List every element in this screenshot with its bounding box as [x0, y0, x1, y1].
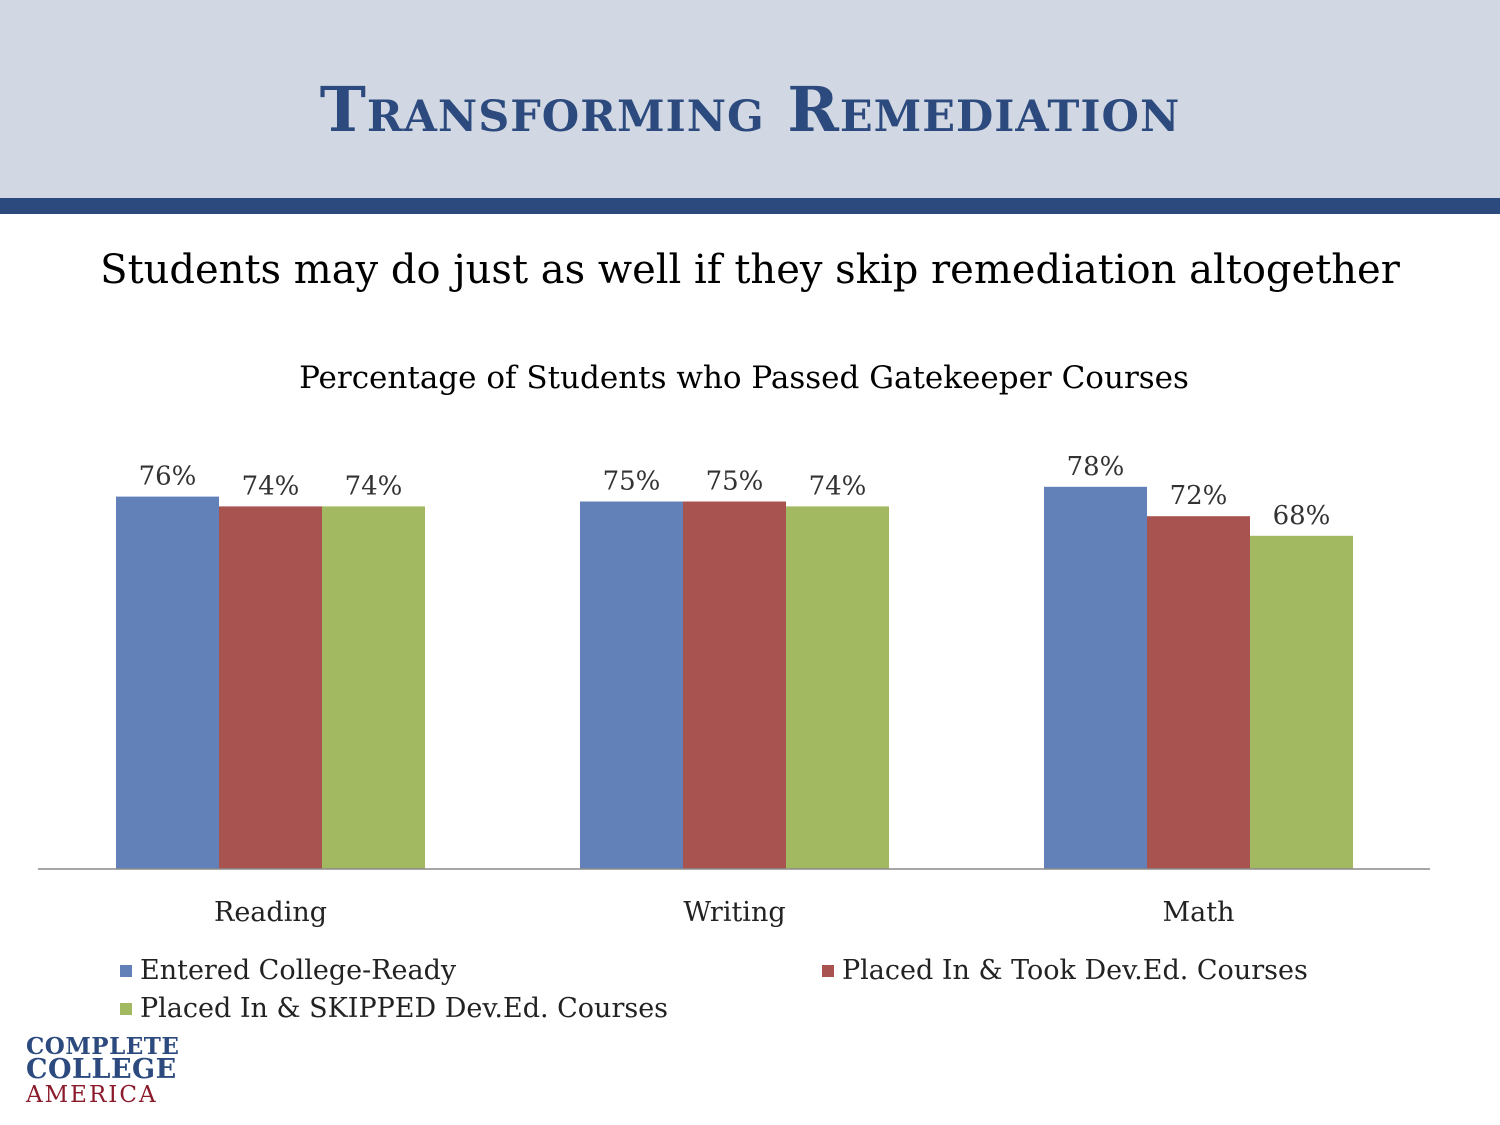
bar	[1147, 516, 1250, 869]
legend-swatch	[120, 1002, 132, 1015]
bar	[1250, 535, 1353, 869]
data-label: 74%	[345, 471, 403, 501]
bar	[1044, 486, 1147, 869]
bar	[786, 506, 889, 869]
legend-label: Entered College-Ready	[140, 955, 457, 986]
legend-label: Placed In & Took Dev.Ed. Courses	[842, 955, 1308, 986]
bar	[580, 501, 683, 869]
x-tick-label: Writing	[683, 897, 785, 928]
bar	[683, 501, 786, 869]
data-label: 72%	[1170, 481, 1228, 511]
bar	[219, 506, 322, 869]
data-label: 74%	[809, 471, 867, 501]
slide-subtitle: Students may do just as well if they ski…	[100, 247, 1400, 293]
bar	[322, 506, 425, 869]
chart-canvas: Percentage of Students who Passed Gateke…	[38, 360, 1430, 928]
legend-label: Placed In & SKIPPED Dev.Ed. Courses	[140, 993, 669, 1024]
data-label: 76%	[139, 462, 197, 492]
legend-item-placed-skipped-dev-ed: Placed In & SKIPPED Dev.Ed. Courses	[120, 993, 668, 1024]
complete-college-america-logo: COMPLETE COLLEGE AMERICA	[26, 1033, 226, 1116]
slide-title: Transforming Remediation	[319, 73, 1181, 146]
logo-line-2: COLLEGE	[26, 1054, 177, 1085]
data-label: 74%	[242, 471, 300, 501]
chart-title: Percentage of Students who Passed Gateke…	[299, 360, 1189, 396]
x-tick-label: Reading	[214, 897, 327, 928]
bar-chart: Percentage of Students who Passed Gateke…	[0, 340, 1500, 1040]
bar	[116, 496, 219, 869]
data-label: 75%	[603, 467, 661, 497]
slide-header	[0, 0, 1500, 198]
chart-legend: Entered College-Ready Placed In & Took D…	[120, 955, 1420, 1035]
data-label: 68%	[1273, 501, 1331, 531]
legend-swatch	[822, 964, 834, 977]
legend-swatch	[120, 964, 132, 977]
x-tick-label: Math	[1163, 897, 1235, 928]
logo-line-3: AMERICA	[26, 1082, 158, 1108]
legend-item-placed-took-dev-ed: Placed In & Took Dev.Ed. Courses	[822, 955, 1308, 986]
data-label: 75%	[706, 467, 764, 497]
logo-line-1: COMPLETE	[26, 1033, 180, 1060]
legend-item-entered-college-ready: Entered College-Ready	[120, 955, 456, 986]
data-label: 78%	[1067, 452, 1125, 482]
header-divider	[0, 198, 1500, 214]
